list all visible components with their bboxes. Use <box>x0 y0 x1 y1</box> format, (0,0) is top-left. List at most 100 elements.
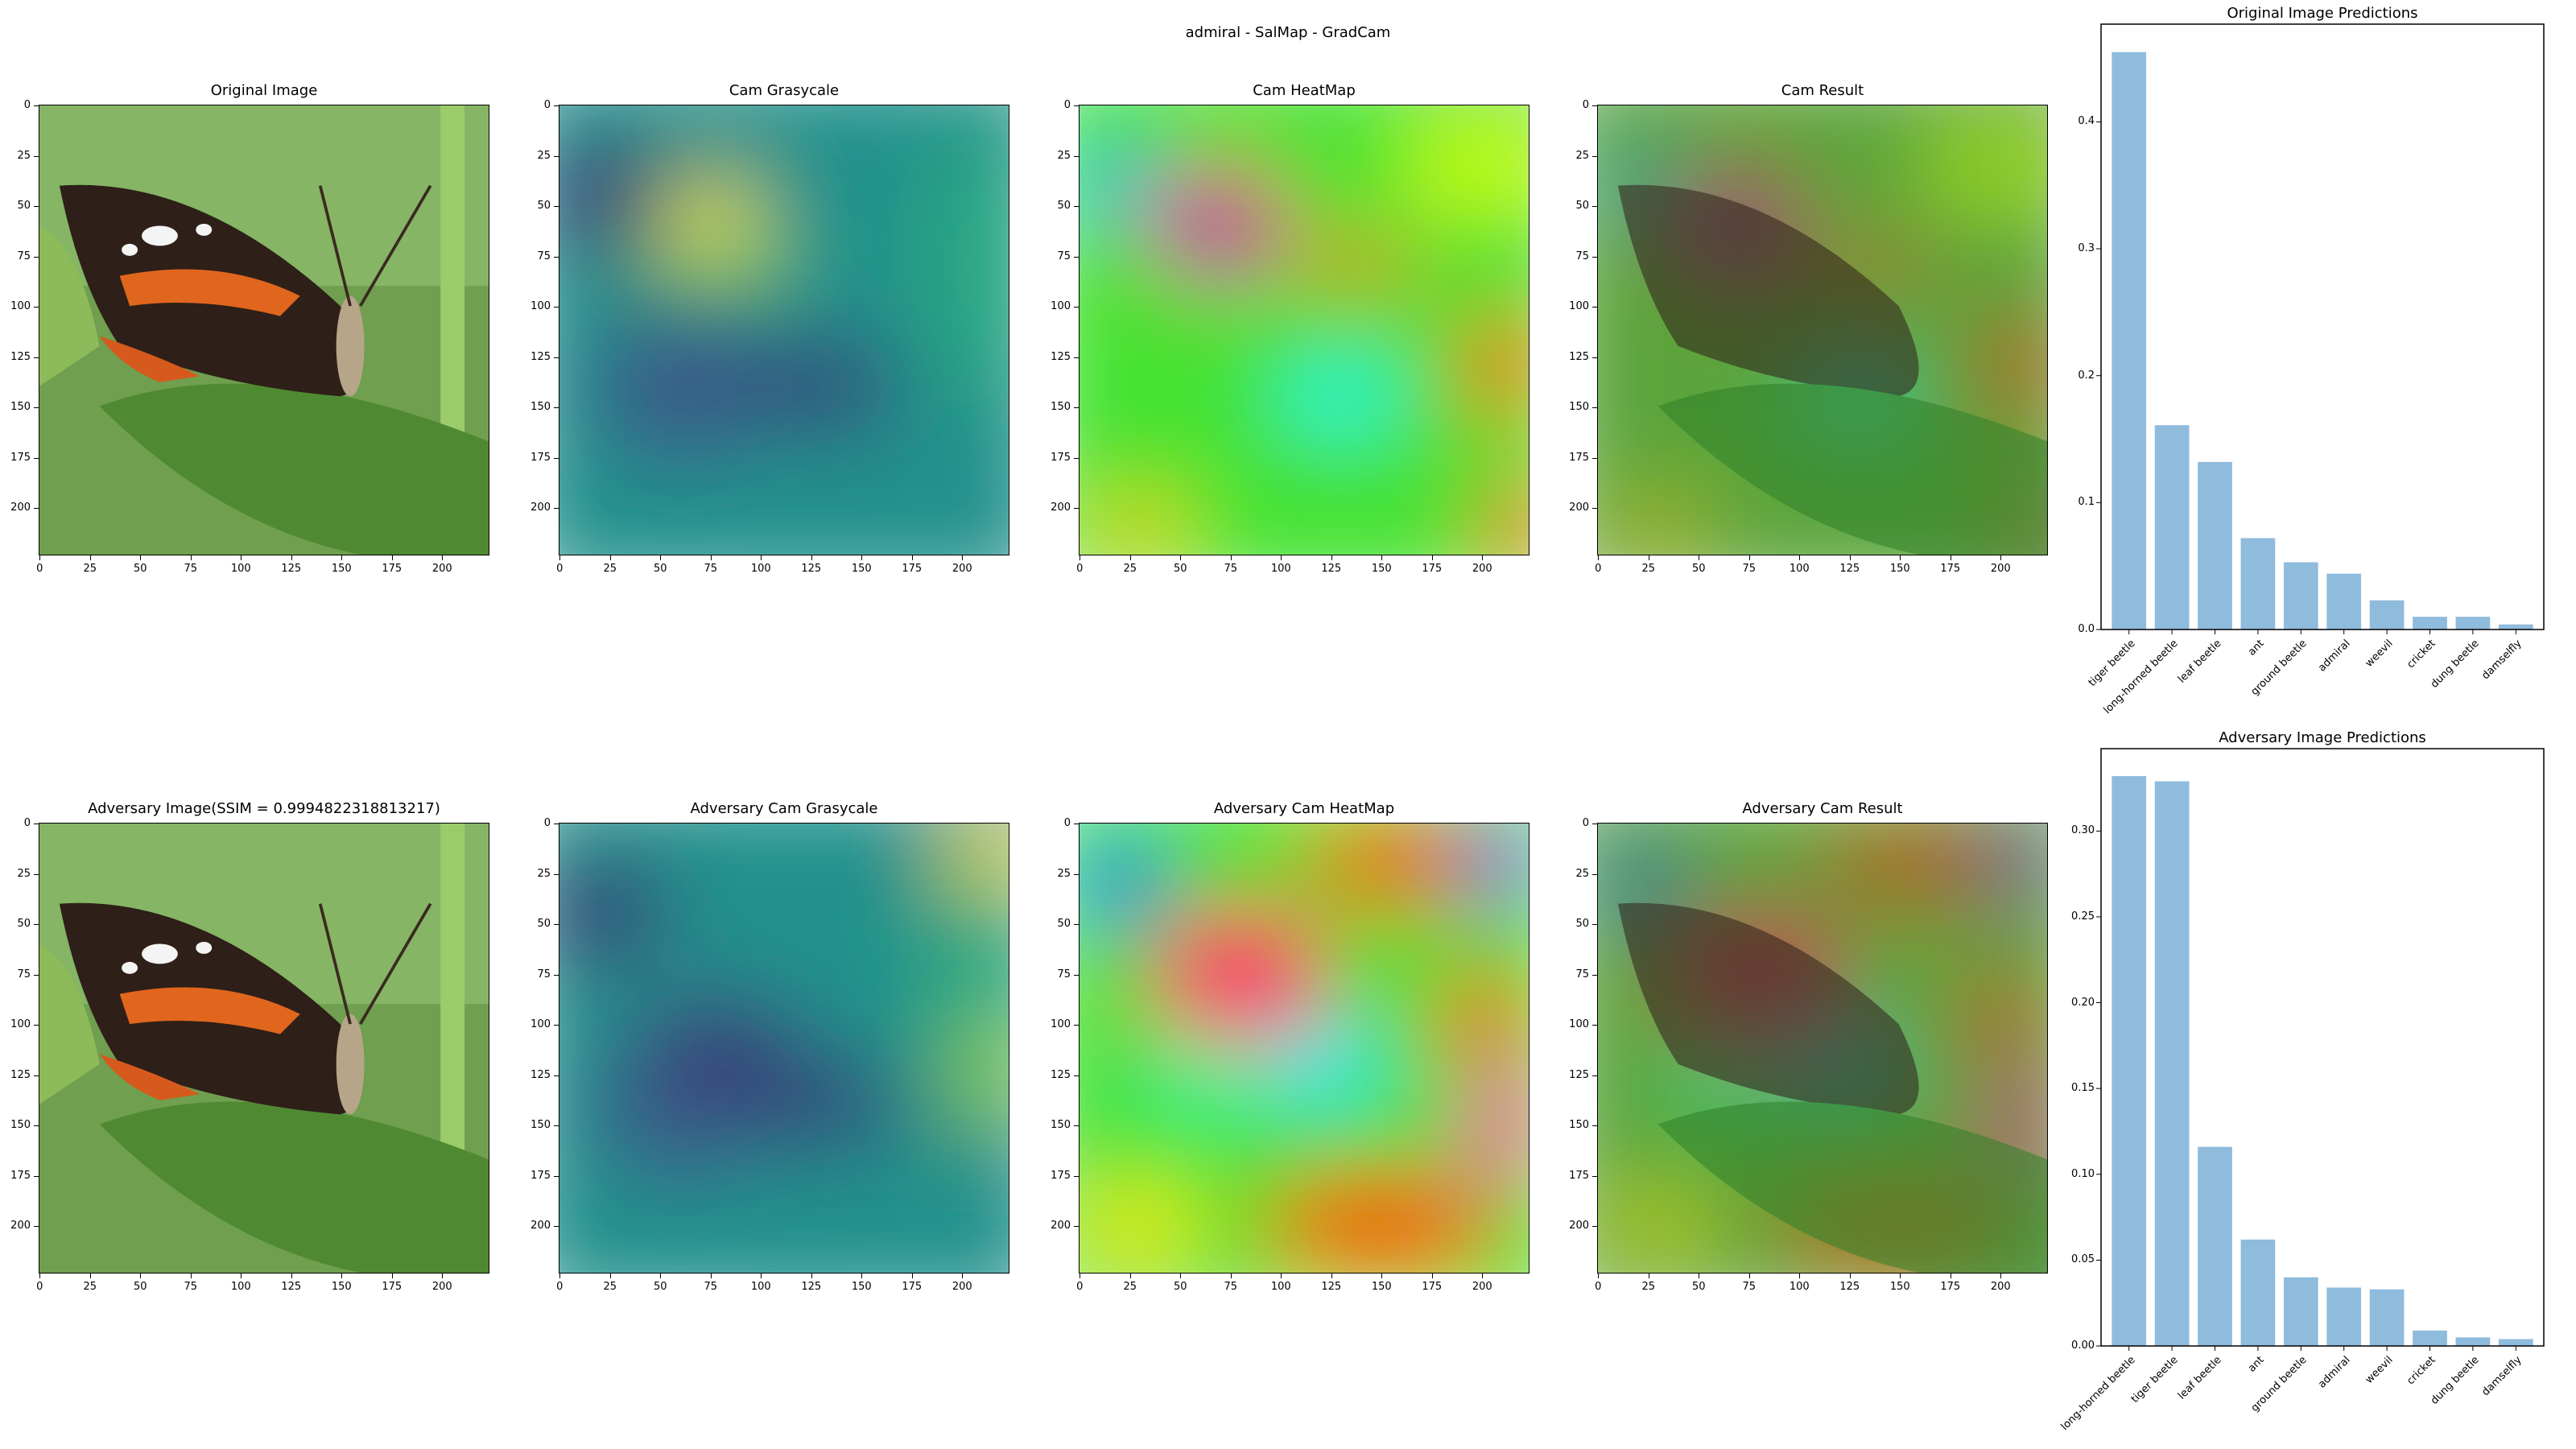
y-tickmark <box>1592 105 1597 107</box>
bar-category-label: damselfly <box>2479 1354 2524 1399</box>
x-tick-label: 25 <box>603 563 617 575</box>
y-tickmark <box>1074 1075 1079 1076</box>
x-tickmark <box>660 1274 662 1278</box>
x-tickmark <box>1799 1274 1801 1278</box>
y-tickmark <box>554 1175 559 1177</box>
x-tickmark <box>1849 555 1851 560</box>
bar <box>2413 617 2447 630</box>
y-tick-label: 0.0 <box>2078 623 2095 635</box>
x-tickmark <box>1598 555 1600 560</box>
heat-panel-title: Cam HeatMap <box>1253 82 1356 99</box>
x-tick-label: 75 <box>1742 1281 1757 1293</box>
y-tickmark <box>34 1075 39 1076</box>
y-tickmark <box>1592 873 1597 875</box>
y-tickmark <box>1074 873 1079 875</box>
bar <box>2240 1239 2276 1346</box>
y-tick-label: 175 <box>530 451 551 464</box>
y-tick-label: 125 <box>530 350 551 363</box>
y-tick-label: 25 <box>17 867 31 880</box>
y-tickmark <box>34 508 39 510</box>
x-tick-label: 150 <box>1889 563 1910 575</box>
y-tickmark <box>34 105 39 107</box>
x-tick-label: 75 <box>184 1281 198 1293</box>
bar <box>2198 1146 2232 1346</box>
adversary-orig-panel-image <box>39 823 489 1274</box>
x-tick-label: 0 <box>1595 1281 1602 1293</box>
y-tick-label: 0.1 <box>2078 496 2095 509</box>
y-tick-label: 150 <box>1051 401 1071 414</box>
adversary-result-panel-title: Adversary Cam Result <box>1742 800 1903 817</box>
x-tick-label: 150 <box>1371 563 1392 575</box>
y-tick-label: 175 <box>1051 451 1071 464</box>
bar-category-label: ant <box>2245 1354 2267 1375</box>
y-tickmark <box>34 924 39 926</box>
y-tick-label: 75 <box>537 968 551 980</box>
y-tick-label: 200 <box>10 1220 31 1232</box>
y-tick-label: 0.3 <box>2078 242 2095 255</box>
y-tickmark <box>1074 206 1079 208</box>
x-tickmark <box>1482 555 1484 560</box>
y-tick-label: 25 <box>1575 867 1589 880</box>
y-tick-label: 75 <box>537 250 551 262</box>
adversary-gray-panel-title: Adversary Cam Grasycale <box>690 800 878 817</box>
x-tickmark <box>559 555 561 560</box>
y-tick-label: 0.00 <box>2071 1340 2095 1352</box>
y-tick-label: 100 <box>1051 300 1071 313</box>
y-tick-label: 0 <box>23 817 31 830</box>
x-tickmark <box>1381 1274 1383 1278</box>
x-tick-label: 150 <box>331 1281 352 1293</box>
y-tick-label: 75 <box>1575 250 1589 262</box>
x-tickmark <box>442 555 444 560</box>
x-tickmark <box>1230 555 1232 560</box>
bar <box>2369 1289 2405 1346</box>
y-tick-label: 125 <box>10 1068 31 1081</box>
y-tick-label: 100 <box>1569 300 1589 313</box>
x-tickmark <box>811 1274 812 1278</box>
y-tick-label: 100 <box>10 1018 31 1031</box>
x-tick-label: 50 <box>653 563 667 575</box>
y-tick-label: 200 <box>10 502 31 514</box>
bar <box>2283 562 2318 630</box>
y-tickmark <box>34 206 39 208</box>
x-tickmark <box>1331 555 1332 560</box>
y-tickmark <box>1592 256 1597 258</box>
y-tick-label: 125 <box>1569 1068 1589 1081</box>
y-tick-label: 150 <box>1569 1119 1589 1132</box>
x-tickmark <box>609 1274 611 1278</box>
y-tick-label: 25 <box>1057 149 1071 162</box>
y-tickmark <box>1592 924 1597 926</box>
y-tickmark <box>1074 155 1079 157</box>
chart-frame <box>2100 748 2545 1347</box>
x-tick-label: 50 <box>133 1281 147 1293</box>
bar <box>2240 538 2276 630</box>
x-tick-label: 50 <box>653 1281 667 1293</box>
y-tickmark <box>554 105 559 107</box>
y-tickmark <box>34 974 39 976</box>
bar <box>2413 1330 2447 1346</box>
figure-title: admiral - SalMap - GradCam <box>1185 24 1391 41</box>
y-tickmark <box>1592 1025 1597 1026</box>
x-tickmark <box>911 555 913 560</box>
x-tickmark <box>1281 555 1282 560</box>
x-tick-label: 100 <box>230 1281 251 1293</box>
y-tick-label: 175 <box>1051 1169 1071 1182</box>
x-tick-label: 0 <box>36 563 43 575</box>
chart-plot-area <box>2096 23 2545 634</box>
heat-panel-image <box>1079 105 1530 555</box>
y-tick-label: 0.4 <box>2078 115 2095 128</box>
y-tickmark <box>1074 357 1079 358</box>
y-tickmark <box>1074 256 1079 258</box>
x-tick-label: 0 <box>1076 563 1084 575</box>
x-tick-label: 125 <box>801 1281 822 1293</box>
bar <box>2498 1339 2533 1346</box>
x-tickmark <box>1900 1274 1901 1278</box>
result-panel-title: Cam Result <box>1781 82 1864 99</box>
y-tick-label: 0 <box>23 99 31 112</box>
x-tick-label: 0 <box>1076 1281 1084 1293</box>
x-tickmark <box>140 1274 142 1278</box>
y-tick-label: 0.10 <box>2071 1167 2095 1180</box>
bar <box>2455 1337 2491 1346</box>
x-tick-label: 125 <box>1321 563 1342 575</box>
x-tickmark <box>761 555 762 560</box>
y-tickmark <box>34 1226 39 1228</box>
